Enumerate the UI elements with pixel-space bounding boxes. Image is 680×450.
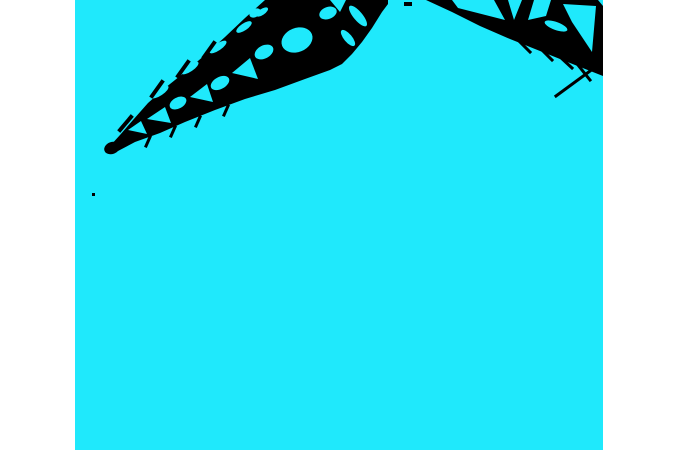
truss-brace-stub [117,114,134,133]
lattice-opening [151,85,169,99]
lattice-opening [452,0,505,20]
truss-brace-stub [169,125,177,138]
truss-brace-stub [149,79,165,99]
lattice-opening [330,0,346,12]
truss-brace-stub [222,104,230,117]
lattice-opening [181,61,199,75]
truss-brace-stub [194,115,202,128]
lattice-opening [544,20,568,32]
truss-thin-brace [571,57,593,83]
lattice-opening [563,4,596,52]
lattice-opening [236,21,252,33]
boom-tip [104,141,120,155]
truss-brace-stub [175,59,191,79]
lattice-opening [249,8,261,18]
lattice-opening [232,58,258,79]
lattice-opening [209,40,227,54]
truss-brace-stub [537,45,555,63]
lattice-opening [169,96,187,110]
lattice-opening [508,0,522,20]
lattice-opening [190,84,213,102]
debris-speck [92,193,95,196]
lattice-opening [210,75,230,91]
truss-thin-brace [553,60,603,99]
truss-brace-stub [555,52,575,71]
lattice-opening [340,29,356,47]
truss-brace-stub [144,135,152,148]
lattice-opening [348,5,368,27]
lattice-opening [281,27,313,53]
lattice-opening [128,121,147,134]
truss-brace-stub [201,40,217,60]
truss-brace-stub [517,39,533,55]
crane-silhouette [92,0,603,196]
lattice-opening [528,0,551,20]
sky-background [75,0,603,450]
lattice-opening [147,107,171,123]
debris-speck [404,2,412,6]
lattice-opening [319,6,337,20]
lattice-opening [254,44,274,60]
